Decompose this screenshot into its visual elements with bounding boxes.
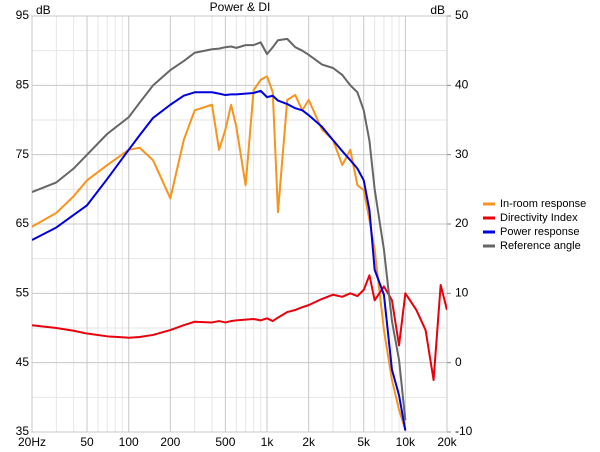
y2-tick-label: 0 <box>455 355 462 369</box>
series-line <box>32 274 447 381</box>
y-tick-label: 45 <box>16 355 30 369</box>
legend-label: Power response <box>500 226 580 238</box>
y2-tick-label: 40 <box>455 78 469 92</box>
series-line <box>32 89 407 431</box>
x-tick-label: 100 <box>119 435 139 449</box>
series-line <box>32 75 407 431</box>
legend-label: Directivity Index <box>500 212 578 224</box>
x-tick-label: 50 <box>80 435 94 449</box>
y-tick-label: 85 <box>16 78 30 92</box>
legend-label: In-room response <box>500 198 586 210</box>
legend-label: Reference angle <box>500 240 581 252</box>
x-tick-label: 500 <box>215 435 235 449</box>
y-axis-label: dB <box>36 3 51 17</box>
series-line <box>32 37 407 421</box>
x-tick-label: 20k <box>437 435 457 449</box>
y2-tick-label: 20 <box>455 216 469 230</box>
x-tick-label: 2k <box>302 435 316 449</box>
y-tick-label: 75 <box>16 147 30 161</box>
x-tick-label: 20Hz <box>18 435 46 449</box>
chart-title: Power & DI <box>210 0 271 14</box>
y-tick-label: 65 <box>16 216 30 230</box>
y2-tick-label: 50 <box>455 8 469 22</box>
lines <box>32 37 447 431</box>
x-tick-label: 1k <box>261 435 275 449</box>
x-tick-label: 10k <box>396 435 416 449</box>
y2-tick-label: 30 <box>455 147 469 161</box>
y-tick-label: 95 <box>16 8 30 22</box>
y2-tick-label: 10 <box>455 286 469 300</box>
y-tick-label: 35 <box>16 424 30 438</box>
y2-axis-label: dB <box>430 3 445 17</box>
x-tick-label: 5k <box>357 435 371 449</box>
y2-tick-label: -10 <box>455 424 473 438</box>
x-tick-label: 200 <box>160 435 180 449</box>
y-tick-label: 55 <box>16 286 30 300</box>
